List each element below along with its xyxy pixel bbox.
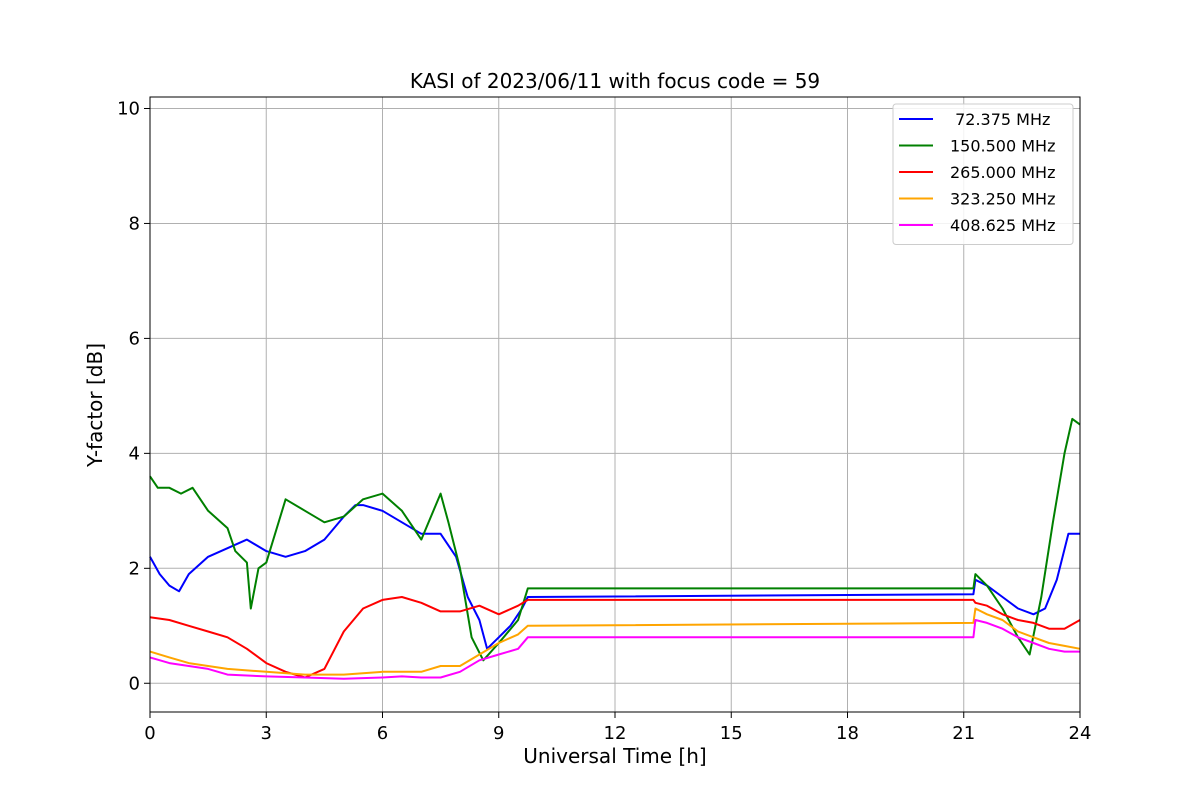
series-line-4	[149, 619, 1080, 680]
series-line-0	[149, 504, 1080, 650]
x-tick-label: 24	[1069, 723, 1092, 744]
y-tick-label: 10	[117, 98, 140, 119]
y-tick-label: 8	[129, 213, 140, 234]
legend-label-1: 150.500 MHz	[950, 137, 1055, 156]
y-tick-label: 4	[129, 443, 140, 464]
x-tick-label: 21	[952, 723, 975, 744]
x-tick-label: 18	[836, 723, 859, 744]
series-line-2	[149, 596, 1081, 679]
y-tick-label: 0	[129, 673, 140, 694]
legend-label-0: 72.375 MHz	[950, 110, 1050, 129]
series-line-3	[149, 607, 1081, 676]
y-tick-label: 6	[129, 328, 140, 349]
x-axis-label: Universal Time [h]	[523, 744, 706, 768]
legend-label-3: 323.250 MHz	[950, 190, 1055, 209]
x-tick-label: 12	[604, 723, 627, 744]
chart-title: KASI of 2023/06/11 with focus code = 59	[410, 69, 820, 93]
legend-label-2: 265.000 MHz	[950, 163, 1055, 182]
legend-box	[892, 103, 1074, 245]
y-axis-label: Y-factor [dB]	[83, 343, 107, 468]
x-tick-label: 9	[493, 723, 504, 744]
legend-label-4: 408.625 MHz	[950, 216, 1055, 235]
series-layer	[149, 417, 1081, 680]
x-tick-label: 6	[377, 723, 388, 744]
legend: 72.375 MHz 150.500 MHz 265.000 MHz 323.250 …	[892, 103, 1074, 245]
x-tick-label: 3	[261, 723, 272, 744]
x-tick-label: 15	[720, 723, 743, 744]
x-tick-label: 0	[144, 723, 155, 744]
y-tick-label: 2	[129, 558, 140, 579]
